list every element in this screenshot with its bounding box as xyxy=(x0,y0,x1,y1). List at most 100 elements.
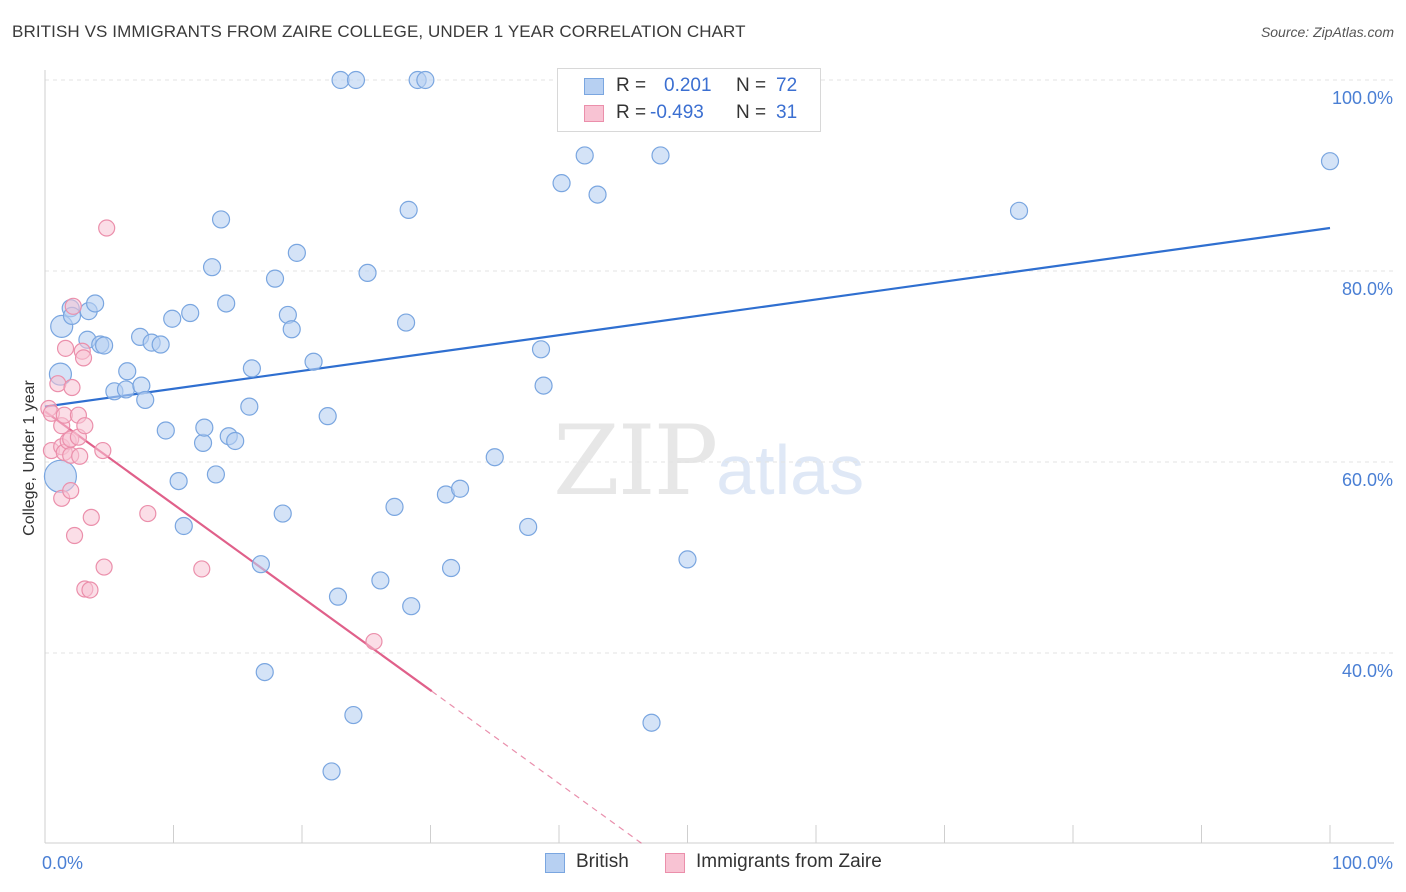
british-point xyxy=(169,472,188,491)
british-n-value: 72 xyxy=(776,75,798,96)
british-point xyxy=(552,174,571,193)
british-r-label: R = xyxy=(616,75,647,96)
british-point xyxy=(273,504,292,523)
zaire-point xyxy=(56,339,75,357)
zaire-point xyxy=(365,632,383,651)
zaire-trend-extension xyxy=(431,690,643,845)
british-point xyxy=(226,431,245,451)
british-point xyxy=(396,313,416,332)
british-point xyxy=(358,263,377,283)
british-point xyxy=(265,269,285,288)
british-swatch xyxy=(584,78,604,95)
british-point xyxy=(344,705,363,725)
british-point xyxy=(181,303,200,323)
y-tick-label: 60.0% xyxy=(1342,470,1393,490)
british-point xyxy=(385,497,404,516)
watermark: ZIPatlas xyxy=(553,405,864,517)
british-point xyxy=(195,418,214,437)
zaire-n-label: N = xyxy=(736,102,767,123)
british-point xyxy=(328,587,348,606)
bottom-british-label: British xyxy=(576,851,629,872)
british-r-value: 0.201 xyxy=(664,75,712,96)
british-point xyxy=(519,517,538,537)
zaire-trend-line-group xyxy=(44,410,643,845)
british-point xyxy=(174,516,193,536)
zaire-point xyxy=(71,447,89,465)
zaire-point xyxy=(94,441,112,460)
british-point xyxy=(116,380,136,399)
british-point xyxy=(156,421,175,440)
british-point xyxy=(240,397,259,416)
y-axis-title: College, Under 1 year xyxy=(21,380,38,536)
british-point xyxy=(399,200,418,219)
zaire-swatch xyxy=(584,105,604,122)
british-point xyxy=(642,713,661,732)
zaire-n-value: 31 xyxy=(776,102,798,123)
british-point xyxy=(318,407,337,426)
british-point xyxy=(402,597,421,616)
british-point xyxy=(206,465,226,484)
source-credit: Source: ZipAtlas.com xyxy=(1260,24,1394,40)
bottom-british-swatch xyxy=(545,853,565,873)
zaire-point xyxy=(81,581,99,599)
british-point xyxy=(211,210,231,229)
zaire-point xyxy=(98,219,116,237)
zaire-points xyxy=(40,219,383,651)
british-point xyxy=(1320,152,1340,171)
british-point xyxy=(322,762,341,781)
british-trend-line xyxy=(44,226,1331,408)
british-point xyxy=(255,662,274,682)
british-points xyxy=(43,70,1340,781)
british-point xyxy=(282,320,301,339)
zaire-r-value: -0.493 xyxy=(650,102,704,123)
zaire-point xyxy=(82,508,100,526)
zaire-point xyxy=(193,560,211,578)
british-point xyxy=(242,359,261,378)
british-point xyxy=(118,362,137,381)
british-point xyxy=(575,146,594,165)
zaire-point xyxy=(74,349,93,367)
british-point xyxy=(287,243,306,262)
british-point xyxy=(346,70,366,90)
british-point xyxy=(193,433,213,452)
british-point xyxy=(151,335,170,354)
british-point xyxy=(416,70,435,90)
watermark-zip: ZIP xyxy=(553,405,718,517)
zaire-point xyxy=(64,297,82,315)
british-point xyxy=(1009,201,1029,220)
british-point xyxy=(651,146,670,165)
british-point xyxy=(95,336,114,355)
axes xyxy=(44,70,1394,844)
british-point xyxy=(202,258,222,277)
zaire-point xyxy=(65,526,84,545)
tick-labels: 40.0% 60.0% 80.0% 100.0% 0.0% 100.0% xyxy=(42,88,1393,873)
british-point xyxy=(485,448,504,467)
british-point xyxy=(86,294,105,313)
legend-row-zaire: R = -0.493 N = 31 xyxy=(558,101,820,127)
british-point xyxy=(304,352,323,371)
legend-row-british: R = 0.201 N = 72 xyxy=(558,74,820,100)
british-point xyxy=(450,479,470,498)
x-tick-label: 0.0% xyxy=(42,853,83,873)
british-n-label: N = xyxy=(736,75,767,96)
british-point xyxy=(441,558,461,578)
british-point xyxy=(531,340,551,359)
zaire-point xyxy=(49,375,67,393)
zaire-point xyxy=(62,482,80,500)
british-trend-line-group xyxy=(44,226,1331,408)
british-point xyxy=(163,309,182,328)
british-point xyxy=(217,294,236,313)
zaire-r-label: R = xyxy=(616,102,647,123)
watermark-atlas: atlas xyxy=(716,431,865,509)
zaire-point xyxy=(76,417,94,435)
british-point xyxy=(588,185,607,204)
british-point xyxy=(136,390,155,410)
british-point xyxy=(534,376,553,395)
zaire-point xyxy=(95,558,113,576)
chart-title: BRITISH VS IMMIGRANTS FROM ZAIRE COLLEGE… xyxy=(12,22,746,41)
y-tick-label: 80.0% xyxy=(1342,279,1393,299)
bottom-zaire-swatch xyxy=(665,853,685,873)
y-tick-label: 40.0% xyxy=(1342,661,1393,681)
british-point xyxy=(678,550,697,569)
